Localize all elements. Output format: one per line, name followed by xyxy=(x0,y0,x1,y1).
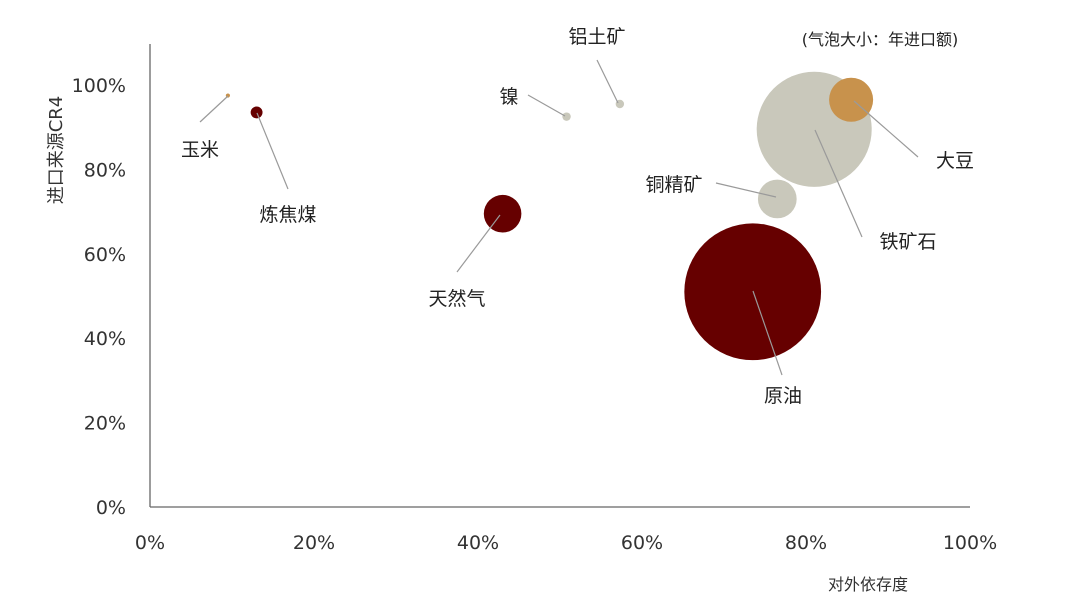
bubble-label: 炼焦煤 xyxy=(259,204,316,226)
bubble xyxy=(250,106,263,119)
y-tick-label: 60% xyxy=(84,244,126,266)
x-tick-label: 20% xyxy=(293,532,335,554)
x-axis-label: 对外依存度 xyxy=(828,575,908,594)
bubble xyxy=(757,179,797,219)
y-axis-label: 进口来源CR4 xyxy=(46,96,67,205)
leader-line xyxy=(752,290,783,376)
y-tick-label: 20% xyxy=(84,413,126,435)
bubble-label: 铝土矿 xyxy=(568,26,625,48)
bubble xyxy=(483,194,522,233)
leader-line xyxy=(527,94,566,117)
bubble xyxy=(562,112,571,121)
bubble-label: 原油 xyxy=(764,385,802,407)
bubble-label: 玉米 xyxy=(181,139,219,161)
y-tick-label: 100% xyxy=(72,75,126,97)
y-tick-label: 80% xyxy=(84,159,126,181)
bubble-label: 镍 xyxy=(499,86,518,108)
x-tick-labels: 0% 20% 40% 60% 80% 100% xyxy=(135,532,997,554)
y-tick-label: 40% xyxy=(84,328,126,350)
leader-line xyxy=(814,129,863,238)
leader-line xyxy=(199,95,229,123)
leader-line xyxy=(715,182,777,198)
leader-line xyxy=(853,100,919,158)
leader-line xyxy=(596,59,619,104)
bubble-label: 天然气 xyxy=(428,288,485,310)
bubble-label: 大豆 xyxy=(936,150,974,172)
bubble-label: 铁矿石 xyxy=(879,231,936,253)
x-tick-label: 100% xyxy=(943,532,997,554)
x-tick-label: 60% xyxy=(621,532,663,554)
bubble-layer xyxy=(225,71,874,361)
y-tick-label: 0% xyxy=(96,497,126,519)
bubble-label: 铜精矿 xyxy=(645,174,702,196)
leader-line xyxy=(456,214,501,273)
x-tick-label: 0% xyxy=(135,532,165,554)
y-tick-labels: 0% 20% 40% 60% 80% 100% xyxy=(72,75,126,519)
x-tick-label: 40% xyxy=(457,532,499,554)
bubble xyxy=(829,77,874,122)
leader-line xyxy=(256,112,289,190)
bubble-size-note: (气泡大小：年进口额) xyxy=(802,30,959,49)
x-tick-label: 80% xyxy=(785,532,827,554)
leader-line-layer xyxy=(199,59,919,376)
